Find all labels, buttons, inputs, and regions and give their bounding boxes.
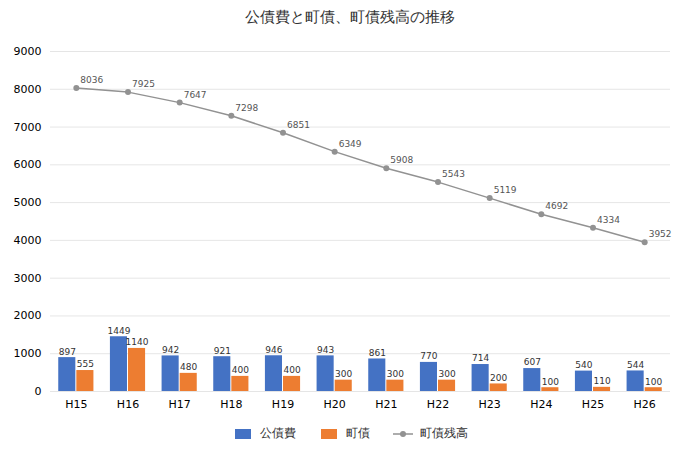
- svg-text:770: 770: [420, 351, 437, 361]
- svg-text:4692: 4692: [545, 201, 568, 211]
- svg-text:H15: H15: [65, 398, 87, 411]
- svg-text:400: 400: [283, 365, 300, 375]
- svg-text:H25: H25: [582, 398, 604, 411]
- svg-text:3952: 3952: [649, 229, 672, 239]
- html-text:町債: 町債: [346, 426, 370, 440]
- svg-text:5119: 5119: [494, 185, 517, 195]
- svg-text:555: 555: [77, 359, 94, 369]
- svg-text:300: 300: [438, 369, 455, 379]
- svg-text:5543: 5543: [442, 169, 465, 179]
- svg-text:300: 300: [335, 369, 352, 379]
- svg-text:200: 200: [490, 373, 507, 383]
- svg-text:607: 607: [524, 357, 541, 367]
- svg-text:7000: 7000: [14, 121, 42, 134]
- svg-text:100: 100: [645, 377, 662, 387]
- svg-text:H23: H23: [479, 398, 501, 411]
- svg-text:8036: 8036: [80, 75, 103, 85]
- svg-text:100: 100: [542, 377, 559, 387]
- svg-text:540: 540: [575, 360, 592, 370]
- svg-text:8000: 8000: [14, 83, 42, 96]
- svg-text:861: 861: [369, 348, 386, 358]
- svg-text:H22: H22: [427, 398, 449, 411]
- svg-text:921: 921: [214, 346, 231, 356]
- svg-text:7298: 7298: [235, 103, 258, 113]
- svg-text:942: 942: [162, 345, 179, 355]
- svg-text:7647: 7647: [184, 89, 207, 99]
- svg-text:7925: 7925: [132, 79, 155, 89]
- svg-text:110: 110: [593, 376, 610, 386]
- html-text:町債残高: 町債残高: [420, 426, 468, 440]
- svg-text:0: 0: [35, 385, 42, 398]
- svg-text:4000: 4000: [14, 234, 42, 247]
- svg-text:300: 300: [387, 369, 404, 379]
- svg-text:946: 946: [265, 345, 282, 355]
- svg-text:400: 400: [232, 365, 249, 375]
- html-text:公債費: 公債費: [260, 426, 296, 440]
- svg-text:H20: H20: [324, 398, 346, 411]
- svg-text:1449: 1449: [108, 326, 131, 336]
- svg-text:5000: 5000: [14, 196, 42, 209]
- svg-text:714: 714: [472, 353, 489, 363]
- svg-text:H18: H18: [220, 398, 242, 411]
- svg-text:2000: 2000: [14, 309, 42, 322]
- svg-text:H24: H24: [530, 398, 552, 411]
- svg-text:H19: H19: [272, 398, 294, 411]
- svg-text:H17: H17: [169, 398, 191, 411]
- html-text:公債費と町債、町債残高の推移: 公債費と町債、町債残高の推移: [245, 8, 455, 26]
- svg-text:H26: H26: [634, 398, 656, 411]
- svg-text:5908: 5908: [390, 155, 413, 165]
- svg-text:3000: 3000: [14, 272, 42, 285]
- svg-text:6000: 6000: [14, 158, 42, 171]
- svg-text:4334: 4334: [597, 215, 620, 225]
- svg-text:480: 480: [180, 362, 197, 372]
- svg-text:544: 544: [627, 360, 644, 370]
- svg-text:1000: 1000: [14, 347, 42, 360]
- svg-text:H21: H21: [375, 398, 397, 411]
- svg-text:897: 897: [59, 346, 76, 356]
- svg-text:1140: 1140: [126, 337, 149, 347]
- svg-text:6349: 6349: [339, 139, 362, 149]
- svg-text:943: 943: [317, 345, 334, 355]
- svg-text:H16: H16: [117, 398, 139, 411]
- svg-text:6851: 6851: [287, 120, 310, 130]
- svg-text:9000: 9000: [14, 45, 42, 58]
